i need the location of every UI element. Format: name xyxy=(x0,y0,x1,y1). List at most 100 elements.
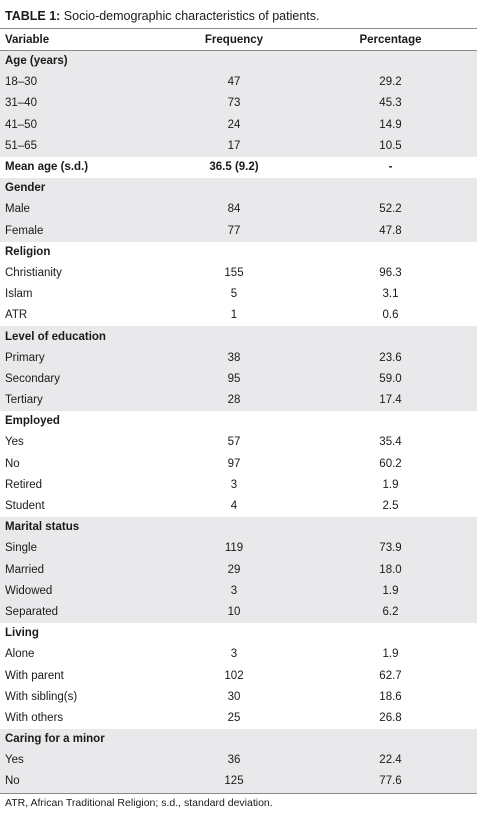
frequency-cell: 125 xyxy=(164,771,304,794)
variable-cell: With parent xyxy=(5,669,64,682)
frequency-cell: 3 xyxy=(230,478,238,491)
variable-cell: Student xyxy=(5,500,45,513)
variable-cell: Christianity xyxy=(5,266,62,279)
frequency-cell: 3 xyxy=(230,648,238,661)
percentage-cell xyxy=(304,326,477,348)
percentage-cell: 10.5 xyxy=(304,135,477,157)
table-row: Tertiary 28 17.4 xyxy=(0,390,477,412)
table-section-row: Level of education xyxy=(0,326,477,348)
percentage-cell: 96.3 xyxy=(379,266,402,279)
table-section-row: Caring for a minor xyxy=(0,729,477,751)
percentage-cell: 35.4 xyxy=(379,436,402,449)
header-percentage: Percentage xyxy=(304,28,477,51)
table-section-row: Marital status xyxy=(0,517,477,539)
table-section-row: Religion xyxy=(0,242,477,263)
percentage-cell xyxy=(304,50,477,73)
variable-cell: Yes xyxy=(5,436,24,449)
percentage-cell: 2.5 xyxy=(382,500,399,513)
percentage-cell: 47.8 xyxy=(304,220,477,242)
percentage-cell: 52.2 xyxy=(304,199,477,221)
frequency-cell: 25 xyxy=(227,711,241,724)
frequency-cell: 24 xyxy=(164,114,304,136)
variable-cell: Tertiary xyxy=(0,390,164,412)
percentage-cell: 14.9 xyxy=(304,114,477,136)
percentage-cell: 60.2 xyxy=(379,457,402,470)
table-caption: TABLE 1: Socio-demographic characteristi… xyxy=(5,8,319,24)
variable-cell: Religion xyxy=(5,245,51,258)
variable-cell: No xyxy=(5,457,20,470)
table-footnote: ATR, African Traditional Religion; s.d.,… xyxy=(5,797,273,809)
variable-cell: Gender xyxy=(0,178,164,200)
frequency-cell: 38 xyxy=(164,347,304,369)
table-row: 51–65 17 10.5 xyxy=(0,135,477,157)
table-row: Secondary 95 59.0 xyxy=(0,368,477,390)
frequency-cell: 1 xyxy=(230,309,238,322)
percentage-cell: 18.0 xyxy=(304,559,477,581)
variable-cell: With others xyxy=(5,711,64,724)
frequency-cell xyxy=(164,623,304,644)
variable-cell: Separated xyxy=(0,601,164,624)
variable-cell: Retired xyxy=(5,478,43,491)
table-row: With sibling(s) 30 18.6 xyxy=(0,687,477,708)
table-row: ATR 1 0.6 xyxy=(0,305,477,326)
frequency-cell: 57 xyxy=(227,436,241,449)
percentage-cell xyxy=(304,623,477,644)
header-variable: Variable xyxy=(0,28,164,51)
percentage-cell: 29.2 xyxy=(304,72,477,94)
demographics-table: Variable Frequency Percentage Age (years… xyxy=(0,28,477,794)
frequency-cell: 77 xyxy=(164,220,304,242)
table-row: Yes 36 22.4 xyxy=(0,750,477,772)
frequency-cell: 84 xyxy=(164,199,304,221)
frequency-cell: 4 xyxy=(230,500,238,513)
frequency-cell xyxy=(164,326,304,348)
frequency-cell xyxy=(164,517,304,539)
table-row: No 97 60.2 xyxy=(0,454,477,475)
variable-cell: Widowed xyxy=(0,580,164,602)
percentage-cell xyxy=(304,411,477,432)
percentage-cell: 45.3 xyxy=(304,93,477,115)
percentage-cell: 59.0 xyxy=(304,368,477,390)
table-row: Widowed 3 1.9 xyxy=(0,580,477,602)
percentage-cell: 1.9 xyxy=(382,648,399,661)
percentage-cell: 1.9 xyxy=(304,580,477,602)
variable-cell: Married xyxy=(0,559,164,581)
table-row: Male 84 52.2 xyxy=(0,199,477,221)
table-section-row: Living xyxy=(0,623,477,644)
variable-cell: Primary xyxy=(0,347,164,369)
frequency-cell: 47 xyxy=(164,72,304,94)
variable-cell: Secondary xyxy=(0,368,164,390)
variable-cell: Alone xyxy=(5,648,35,661)
percentage-cell: 77.6 xyxy=(304,771,477,794)
table-row: Alone 3 1.9 xyxy=(0,644,477,665)
table-row: Christianity 155 96.3 xyxy=(0,263,477,284)
frequency-cell: 36 xyxy=(164,750,304,772)
table-row: Female 77 47.8 xyxy=(0,220,477,242)
percentage-cell: 0.6 xyxy=(382,309,399,322)
table-section-row: Gender xyxy=(0,178,477,200)
frequency-cell: 73 xyxy=(164,93,304,115)
variable-cell: Single xyxy=(0,538,164,560)
variable-cell: No xyxy=(0,771,164,794)
table-row: Yes 57 35.4 xyxy=(0,432,477,453)
percentage-cell: 3.1 xyxy=(382,288,399,301)
frequency-cell: 30 xyxy=(227,690,241,703)
frequency-cell: 17 xyxy=(164,135,304,157)
table-caption-label: TABLE 1: xyxy=(5,9,61,23)
percentage-cell: 22.4 xyxy=(304,750,477,772)
variable-cell: 41–50 xyxy=(0,114,164,136)
variable-cell: Living xyxy=(5,627,39,640)
table-section-row: Age (years) xyxy=(0,50,477,73)
variable-cell: 51–65 xyxy=(0,135,164,157)
frequency-cell: 28 xyxy=(164,390,304,412)
percentage-cell: 17.4 xyxy=(304,390,477,412)
variable-cell: Age (years) xyxy=(0,50,164,73)
percentage-cell xyxy=(304,729,477,751)
variable-cell: Caring for a minor xyxy=(0,729,164,751)
table-caption-text: Socio-demographic characteristics of pat… xyxy=(60,9,320,23)
percentage-cell: 73.9 xyxy=(304,538,477,560)
frequency-cell: 10 xyxy=(164,601,304,624)
table-section-row: Employed xyxy=(0,411,477,432)
table-row: Single 119 73.9 xyxy=(0,538,477,560)
percentage-cell: 18.6 xyxy=(379,690,402,703)
table-row: Separated 10 6.2 xyxy=(0,601,477,624)
